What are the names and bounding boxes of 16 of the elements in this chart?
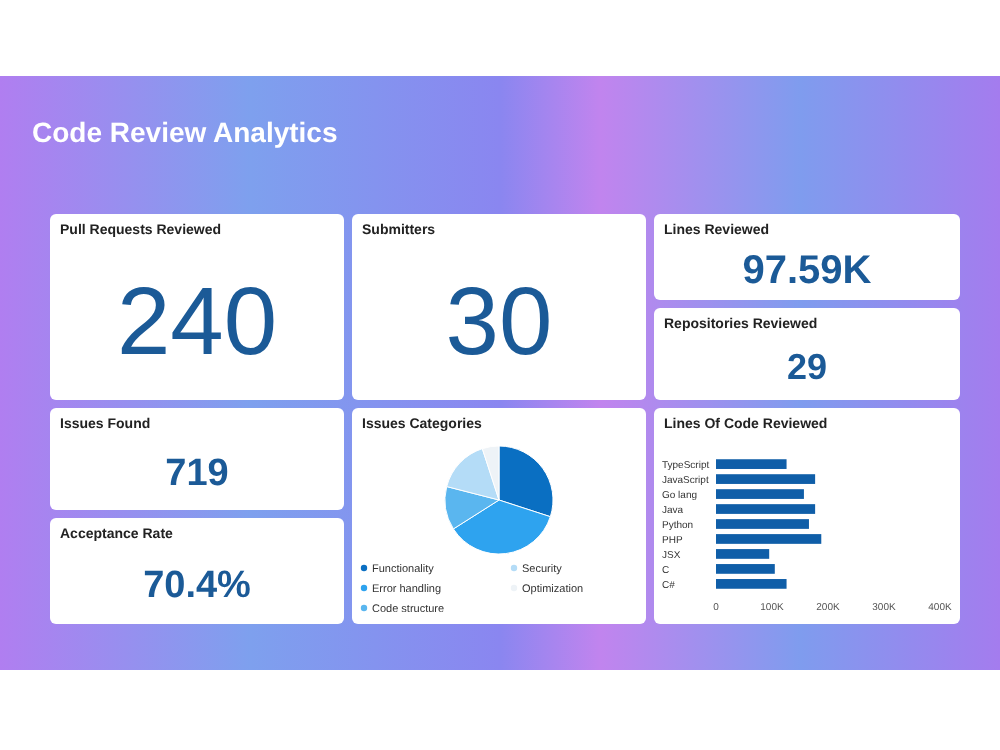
text: Code Review Analytics [32, 116, 338, 148]
bar [716, 519, 809, 529]
bar [716, 504, 816, 514]
bar [716, 459, 787, 469]
text: 29 [786, 346, 828, 387]
bar [716, 534, 822, 544]
bar [716, 474, 816, 484]
bar [716, 579, 787, 589]
text: 30 [445, 269, 553, 376]
text: 240 [116, 269, 278, 376]
bar [716, 549, 770, 559]
text: 719 [165, 452, 229, 495]
text: 70.4% [143, 564, 252, 607]
text: 97.59K [742, 249, 873, 294]
bar [716, 564, 775, 574]
bar [716, 489, 804, 499]
